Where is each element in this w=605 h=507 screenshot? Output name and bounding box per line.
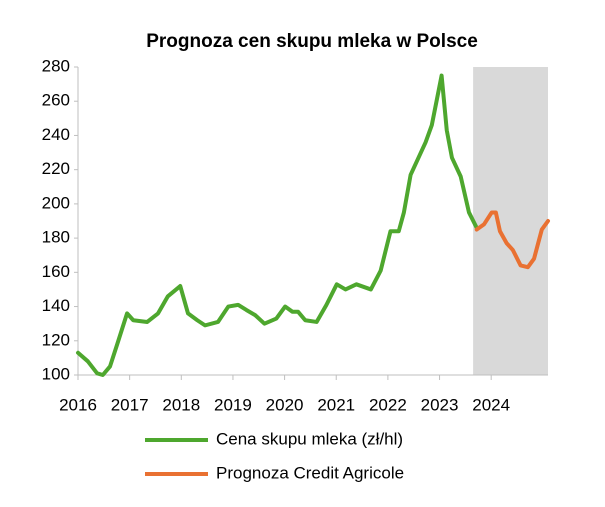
x-tick-label: 2021 [317,395,355,414]
x-tick-label: 2022 [369,395,407,414]
y-tick-label: 100 [42,364,70,383]
x-tick-label: 2020 [266,395,304,414]
series-line [474,210,550,270]
y-tick-label: 220 [42,159,70,178]
x-tick-label: 2018 [162,395,200,414]
x-tick-label: 2024 [472,395,510,414]
x-tick-label: 2016 [59,395,97,414]
y-tick-label: 200 [42,193,70,212]
y-tick-label: 260 [42,91,70,110]
legend-label: Cena skupu mleka (zł/hl) [216,429,403,448]
y-tick-label: 160 [42,262,70,281]
chart-title: Prognoza cen skupu mleka w Polsce [146,31,478,52]
y-tick-label: 280 [42,56,70,75]
y-tick-label: 140 [42,296,70,315]
x-tick-label: 2017 [111,395,149,414]
series-line [76,73,479,377]
y-tick-label: 240 [42,125,70,144]
y-tick-label: 120 [42,330,70,349]
x-tick-label: 2019 [214,395,252,414]
legend-label: Prognoza Credit Agricole [216,463,404,482]
x-tick-label: 2023 [421,395,459,414]
y-tick-label: 180 [42,228,70,247]
